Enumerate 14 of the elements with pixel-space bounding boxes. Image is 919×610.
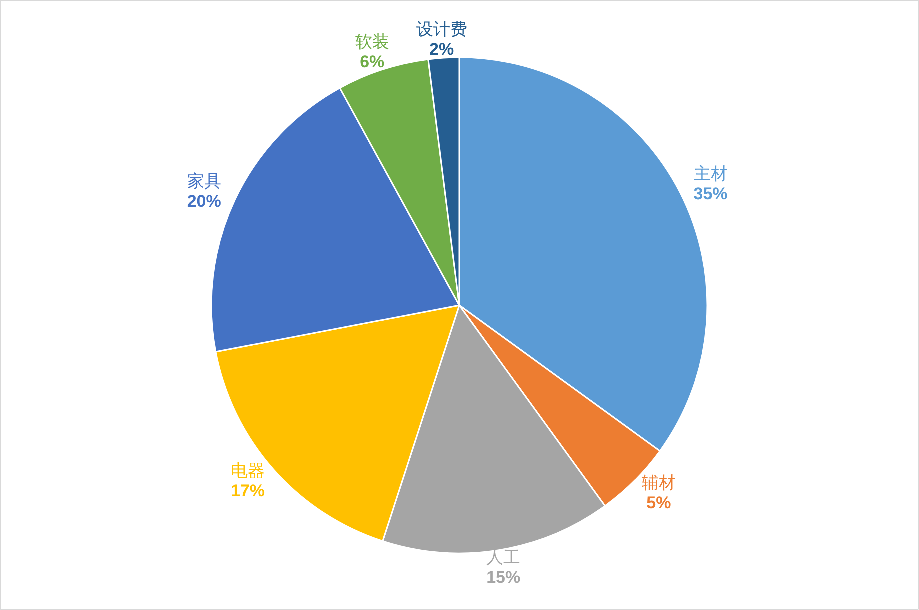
slice-label: 软装: [355, 32, 390, 53]
data-label: 6%: [360, 52, 385, 72]
slice-label: 电器: [230, 461, 265, 482]
data-label: 35%: [694, 184, 728, 204]
slice-label: 家具: [187, 172, 222, 192]
data-label: 5%: [646, 494, 672, 513]
data-label: 20%: [187, 192, 222, 212]
data-label: 2%: [430, 40, 454, 60]
data-label: 15%: [486, 568, 521, 588]
slice-label: 辅材: [642, 474, 676, 494]
slice-label: 主材: [694, 164, 728, 185]
slice-label: 设计费: [416, 20, 468, 40]
slice-label: 人工: [486, 548, 521, 568]
data-label: 17%: [230, 481, 265, 500]
